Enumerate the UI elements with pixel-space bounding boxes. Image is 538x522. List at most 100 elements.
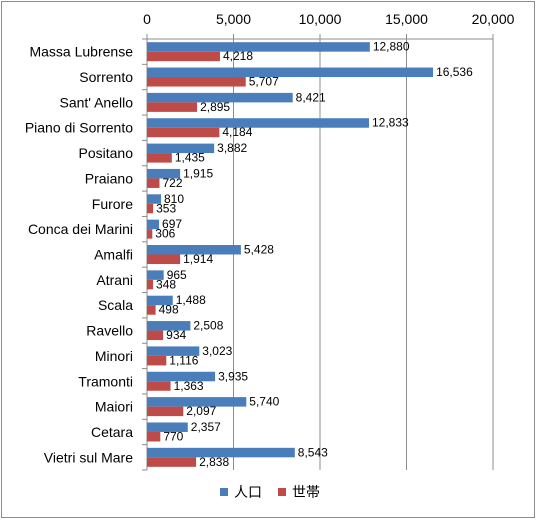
bar <box>147 406 184 417</box>
data-label: 2,097 <box>186 404 216 418</box>
legend-label: 人口 <box>234 484 262 500</box>
data-label: 2,508 <box>193 319 223 333</box>
bar <box>147 422 188 432</box>
bar <box>147 67 434 78</box>
x-tick-label: 15,000 <box>385 11 428 27</box>
data-label: 697 <box>162 217 182 231</box>
bar <box>147 102 198 112</box>
bar <box>147 321 191 331</box>
data-label: 5,707 <box>249 75 279 89</box>
category-label: Maiori <box>95 399 133 415</box>
data-label: 934 <box>166 328 186 342</box>
bar <box>147 295 173 306</box>
data-label: 1,488 <box>176 293 206 307</box>
bar <box>147 77 246 87</box>
bar <box>147 245 241 255</box>
bar <box>147 397 247 407</box>
data-label: 1,914 <box>183 252 213 266</box>
category-label: Cetara <box>91 424 133 440</box>
category-label: Conca dei Marini <box>28 221 133 237</box>
data-label: 3,023 <box>202 344 232 358</box>
data-label: 770 <box>163 429 183 443</box>
bar <box>147 431 161 442</box>
x-tick-label: 20,000 <box>472 11 515 27</box>
data-label: 1,915 <box>183 166 213 180</box>
data-label: 3,882 <box>217 141 247 155</box>
bar <box>147 92 293 103</box>
category-label: Amalfi <box>94 247 133 263</box>
bar <box>147 371 216 382</box>
category-label: Scala <box>98 297 133 313</box>
data-label: 4,218 <box>223 49 253 63</box>
bar <box>147 305 156 315</box>
bar <box>147 381 171 391</box>
bar <box>147 168 181 179</box>
category-label: Praiano <box>85 170 133 186</box>
category-label: Sant' Anello <box>59 94 133 110</box>
x-tick-label: 5,000 <box>216 11 251 27</box>
data-label: 2,838 <box>199 455 229 469</box>
category-label: Vietri sul Mare <box>44 449 133 465</box>
data-label: 4,184 <box>222 125 252 139</box>
bar <box>147 194 162 204</box>
bar <box>147 203 154 214</box>
legend-label: 世帯 <box>292 484 320 500</box>
bar <box>147 447 295 458</box>
bar <box>147 219 160 230</box>
data-label: 5,428 <box>244 243 274 257</box>
category-label: Positano <box>79 145 134 161</box>
population-household-bar-chart: 0 5,000 10,000 15,000 20,000 12,880 4,218 16,5… <box>25 11 515 500</box>
data-label: 348 <box>156 277 176 291</box>
bar <box>147 127 220 138</box>
bar <box>147 143 215 154</box>
category-label: Atrani <box>96 272 133 288</box>
legend-swatch <box>220 488 228 496</box>
data-label: 498 <box>159 303 179 317</box>
legend-swatch <box>278 488 286 496</box>
data-label: 810 <box>164 192 184 206</box>
x-tick-label: 0 <box>143 11 151 27</box>
data-label: 353 <box>156 201 176 215</box>
bar <box>147 346 200 356</box>
legend: 人口 世帯 <box>220 484 320 500</box>
bar <box>147 457 197 467</box>
bar <box>147 279 154 290</box>
bar <box>147 118 370 128</box>
data-label: 306 <box>155 227 175 241</box>
data-label: 3,935 <box>218 369 248 383</box>
bars: 12,880 4,218 16,536 5,707 8,421 2,895 12,833 4,… <box>147 40 473 469</box>
data-label: 2,357 <box>191 420 221 434</box>
category-labels: Massa Lubrense Sorrento Sant' Anello Piano … <box>25 38 147 471</box>
category-label: Sorrento <box>79 69 133 85</box>
bar <box>147 42 370 52</box>
bar <box>147 355 167 366</box>
data-label: 965 <box>167 268 187 282</box>
data-label: 2,895 <box>200 100 230 114</box>
category-label: Minori <box>95 348 133 364</box>
x-axis-ticks: 0 5,000 10,000 15,000 20,000 <box>143 11 515 39</box>
bar <box>147 153 172 163</box>
bar <box>147 254 181 264</box>
bar <box>147 270 164 280</box>
data-label: 722 <box>162 176 182 190</box>
data-label: 1,116 <box>169 353 198 367</box>
category-label: Tramonti <box>78 373 133 389</box>
data-label: 8,421 <box>296 90 326 104</box>
x-tick-label: 10,000 <box>299 11 342 27</box>
bar <box>147 330 164 341</box>
data-label: 16,536 <box>436 65 473 79</box>
data-label: 5,740 <box>249 395 279 409</box>
data-label: 1,435 <box>175 151 205 165</box>
data-label: 8,543 <box>298 445 328 459</box>
category-label: Piano di Sorrento <box>25 120 133 136</box>
bar <box>147 178 160 188</box>
data-label: 12,880 <box>373 40 410 54</box>
bar <box>147 51 220 62</box>
data-label: 12,833 <box>372 116 409 130</box>
category-label: Furore <box>92 196 133 212</box>
category-label: Ravello <box>86 323 133 339</box>
bar <box>147 229 153 239</box>
data-label: 1,363 <box>174 379 204 393</box>
category-label: Massa Lubrense <box>29 44 133 60</box>
